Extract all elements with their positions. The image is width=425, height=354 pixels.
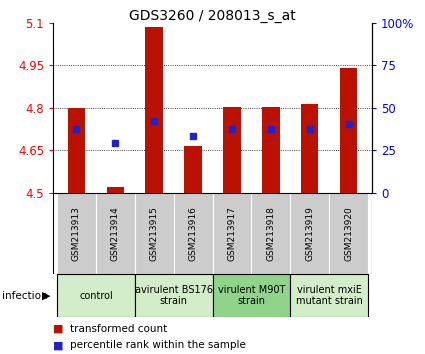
Bar [135,274,212,317]
Text: infection: infection [2,291,48,301]
Bar [145,27,163,193]
Text: GSM213917: GSM213917 [227,206,236,261]
Bar [301,104,318,193]
Bar [57,193,96,274]
Bar [340,68,357,193]
Text: GSM213915: GSM213915 [150,206,159,261]
Text: percentile rank within the sample: percentile rank within the sample [70,340,246,350]
Bar [329,193,368,274]
Text: GSM213913: GSM213913 [72,206,81,261]
Text: virulent mxiE
mutant strain: virulent mxiE mutant strain [296,285,363,307]
Bar [223,107,241,193]
Bar [57,274,135,317]
Text: GSM213914: GSM213914 [111,206,120,261]
Text: avirulent BS176
strain: avirulent BS176 strain [135,285,212,307]
Text: virulent M90T
strain: virulent M90T strain [218,285,285,307]
Text: GSM213919: GSM213919 [305,206,314,261]
Text: ■: ■ [53,324,64,333]
Bar [262,107,280,193]
Bar [212,193,251,274]
Text: transformed count: transformed count [70,324,167,333]
Bar [184,146,202,193]
Text: control: control [79,291,113,301]
Bar [68,108,85,193]
Text: ■: ■ [53,340,64,350]
Bar [174,193,212,274]
Text: GSM213916: GSM213916 [189,206,198,261]
Bar [290,193,329,274]
Bar [96,193,135,274]
Bar [290,274,368,317]
Bar [135,193,174,274]
Text: ▶: ▶ [42,291,50,301]
Bar [107,187,124,193]
Text: GSM213920: GSM213920 [344,206,353,261]
Text: GDS3260 / 208013_s_at: GDS3260 / 208013_s_at [129,9,296,23]
Text: GSM213918: GSM213918 [266,206,275,261]
Bar [251,193,290,274]
Bar [212,274,290,317]
